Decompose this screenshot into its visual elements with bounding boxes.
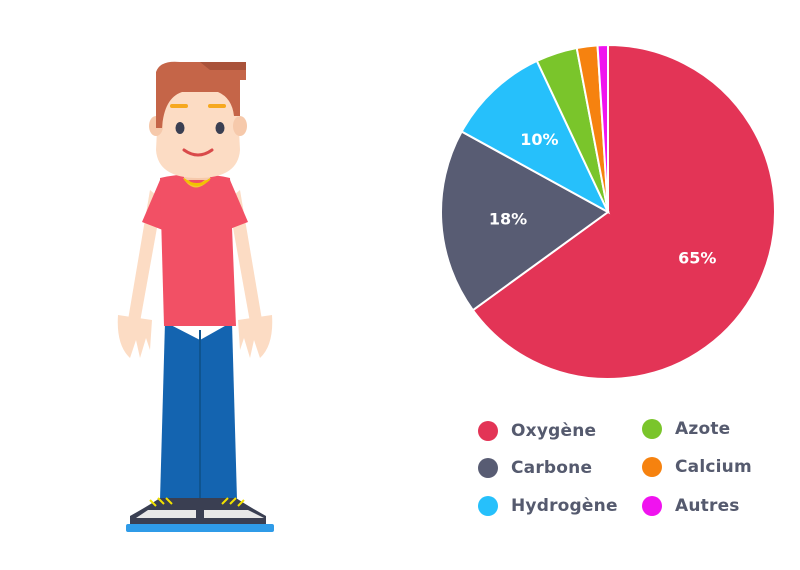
legend-item-hydrogene: Hydrogène xyxy=(478,494,618,518)
pie-slice-autres xyxy=(596,43,609,213)
pie-slice-oxygne xyxy=(471,43,776,380)
legend-item-oxygene: Oxygène xyxy=(478,419,596,443)
pie-slice-label: 18% xyxy=(489,209,527,228)
legend-swatch xyxy=(478,421,498,441)
pie-slice-hydrogne xyxy=(460,59,611,215)
chart-legend: Oxygène Carbone Hydrogène Azote Calcium … xyxy=(478,416,778,536)
legend-label: Oxygène xyxy=(511,421,597,441)
legend-label: Carbone xyxy=(511,458,593,478)
legend-label: Autres xyxy=(675,496,740,516)
legend-swatch xyxy=(642,496,662,516)
legend-label: Hydrogène xyxy=(511,496,618,516)
legend-label: Calcium xyxy=(675,457,752,477)
pie-slice-carbone xyxy=(440,130,610,312)
legend-swatch xyxy=(478,458,498,478)
legend-item-autres: Autres xyxy=(642,494,740,518)
legend-item-carbone: Carbone xyxy=(478,456,592,480)
legend-item-azote: Azote xyxy=(642,417,730,441)
legend-swatch xyxy=(642,457,662,477)
pie-slice-label: 10% xyxy=(520,130,558,149)
legend-swatch xyxy=(478,496,498,516)
pie-slice-label: 65% xyxy=(678,248,716,267)
legend-label: Azote xyxy=(675,419,731,439)
legend-item-calcium: Calcium xyxy=(642,455,752,479)
legend-swatch xyxy=(642,419,662,439)
